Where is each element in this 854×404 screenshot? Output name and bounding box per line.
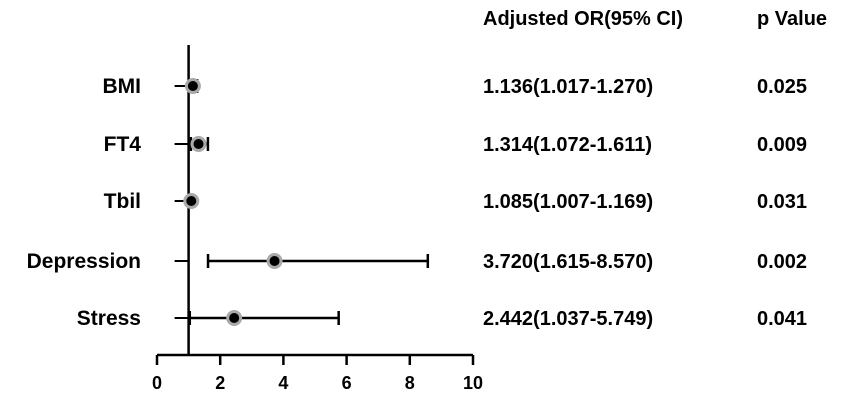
p-value-text: 0.041 [757, 308, 807, 330]
row-label: Depression [27, 250, 141, 273]
p-value-text: 0.009 [757, 134, 807, 156]
forest-row: FT4 1.314(1.072-1.611) 0.009 [104, 133, 807, 156]
forest-row: BMI 1.136(1.017-1.270) 0.025 [103, 75, 808, 98]
x-tick-label: 8 [405, 373, 415, 393]
or-column-header: Adjusted OR(95% CI) [483, 8, 683, 30]
x-tick-label: 2 [215, 373, 225, 393]
row-label: FT4 [104, 133, 142, 156]
p-value-text: 0.025 [757, 76, 807, 98]
or-ci-text: 1.314(1.072-1.611) [483, 134, 652, 156]
forest-rows: BMI 1.136(1.017-1.270) 0.025 FT4 1.314(1.072… [27, 75, 807, 330]
x-tick-label: 6 [342, 373, 352, 393]
x-tick-label: 0 [152, 373, 162, 393]
or-ci-text: 3.720(1.615-8.570) [483, 251, 653, 273]
x-tick-label: 10 [463, 373, 483, 393]
or-point [190, 136, 207, 152]
or-point [226, 310, 243, 326]
or-ci-text: 1.136(1.017-1.270) [483, 76, 653, 98]
or-point [184, 78, 201, 94]
or-ci-text: 2.442(1.037-5.749) [483, 308, 653, 330]
forest-row: Stress 2.442(1.037-5.749) 0.041 [77, 307, 807, 330]
row-label: Tbil [104, 190, 141, 213]
x-tick-label: 4 [278, 373, 288, 393]
p-value-text: 0.002 [757, 251, 807, 273]
row-label: Stress [77, 307, 141, 330]
or-ci-text: 1.085(1.007-1.169) [483, 191, 653, 213]
p-value-text: 0.031 [757, 191, 807, 213]
p-value-column-header: p Value [757, 8, 827, 30]
or-point [266, 253, 283, 269]
x-axis: 0 2 4 6 8 10 [152, 353, 483, 393]
forest-row: Depression 3.720(1.615-8.570) 0.002 [27, 250, 807, 273]
or-point [183, 193, 200, 209]
forest-row: Tbil 1.085(1.007-1.169) 0.031 [104, 190, 807, 213]
row-label: BMI [103, 75, 142, 98]
